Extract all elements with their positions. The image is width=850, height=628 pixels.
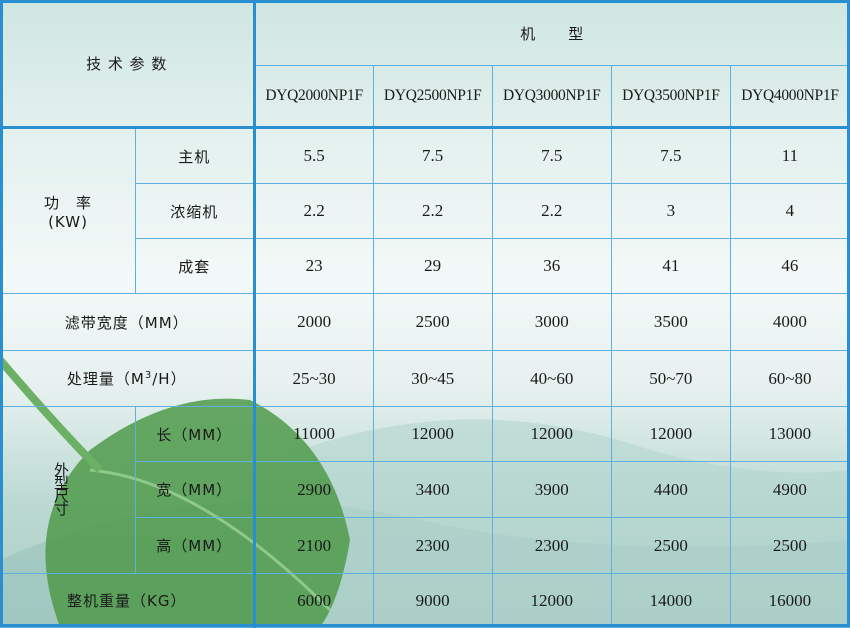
cell: 2500 xyxy=(610,517,731,574)
row-label: 浓缩机 xyxy=(135,183,256,239)
cell: 2.2 xyxy=(253,183,374,239)
cell: 12000 xyxy=(491,406,612,462)
row-label: 滤带宽度（MM） xyxy=(0,293,256,351)
cell: 41 xyxy=(610,238,731,294)
cell: 30~45 xyxy=(372,350,493,407)
dimensions-group-label: 外型尺寸 xyxy=(0,406,136,574)
table-row: 功 率 (KW) 主机 5.5 7.5 7.5 7.5 11 xyxy=(0,127,850,294)
cell: 2300 xyxy=(491,517,612,574)
row-label: 主机 xyxy=(135,127,256,184)
cell: 12000 xyxy=(491,573,612,628)
cell: 50~70 xyxy=(610,350,731,407)
cell: 3900 xyxy=(491,461,612,518)
model-name: DYQ3500NP1F xyxy=(610,65,731,129)
row-label: 成套 xyxy=(135,238,256,294)
cell: 3000 xyxy=(491,293,612,351)
model-name: DYQ2500NP1F xyxy=(372,65,493,129)
table-row: 外型尺寸 长（MM） 11000 12000 12000 12000 13000 xyxy=(0,406,850,574)
cell: 7.5 xyxy=(372,127,493,184)
table-row: 滤带宽度（MM） 2000 2500 3000 3500 4000 xyxy=(0,293,850,351)
cell: 4900 xyxy=(729,461,850,518)
cell: 12000 xyxy=(610,406,731,462)
power-group-label: 功 率 (KW) xyxy=(0,127,136,294)
params-header: 技 术 参 数 xyxy=(0,0,256,129)
model-name: DYQ2000NP1F xyxy=(253,65,374,129)
row-label: 处理量（M3/H） xyxy=(0,350,256,407)
row-label: 高（MM） xyxy=(135,517,256,574)
cell: 2500 xyxy=(729,517,850,574)
table-row: 处理量（M3/H） 25~30 30~45 40~60 50~70 60~80 xyxy=(0,350,850,407)
cell: 2.2 xyxy=(372,183,493,239)
cell: 4400 xyxy=(610,461,731,518)
cell: 2900 xyxy=(253,461,374,518)
cell: 2000 xyxy=(253,293,374,351)
cell: 36 xyxy=(491,238,612,294)
cell: 4000 xyxy=(729,293,850,351)
cell: 12000 xyxy=(372,406,493,462)
cell: 60~80 xyxy=(729,350,850,407)
cell: 5.5 xyxy=(253,127,374,184)
cell: 9000 xyxy=(372,573,493,628)
model-name: DYQ3000NP1F xyxy=(491,65,612,129)
cell: 3 xyxy=(610,183,731,239)
cell: 16000 xyxy=(729,573,850,628)
row-label: 整机重量（KG） xyxy=(0,573,256,628)
cell: 29 xyxy=(372,238,493,294)
table-row: 高（MM） 2100 2300 2300 2500 2500 xyxy=(1,517,850,574)
cell: 46 xyxy=(729,238,850,294)
model-header: 机 型 xyxy=(253,0,850,66)
row-label: 宽（MM） xyxy=(135,461,256,518)
cell: 40~60 xyxy=(491,350,612,407)
cell: 2.2 xyxy=(491,183,612,239)
cell: 2500 xyxy=(372,293,493,351)
cell: 6000 xyxy=(253,573,374,628)
cell: 2100 xyxy=(253,517,374,574)
cell: 4 xyxy=(729,183,850,239)
cell: 23 xyxy=(253,238,374,294)
cell: 11000 xyxy=(253,406,374,462)
cell: 3400 xyxy=(372,461,493,518)
cell: 25~30 xyxy=(253,350,374,407)
cell: 7.5 xyxy=(491,127,612,184)
table-row: 浓缩机 2.2 2.2 2.2 3 4 xyxy=(1,183,850,239)
row-label: 长（MM） xyxy=(135,406,256,462)
cell: 14000 xyxy=(610,573,731,628)
cell: 13000 xyxy=(729,406,850,462)
cell: 3500 xyxy=(610,293,731,351)
model-name: DYQ4000NP1F xyxy=(729,65,850,129)
cell: 2300 xyxy=(372,517,493,574)
cell: 7.5 xyxy=(610,127,731,184)
table-row: 整机重量（KG） 6000 9000 12000 14000 16000 xyxy=(0,573,850,628)
cell: 11 xyxy=(729,127,850,184)
